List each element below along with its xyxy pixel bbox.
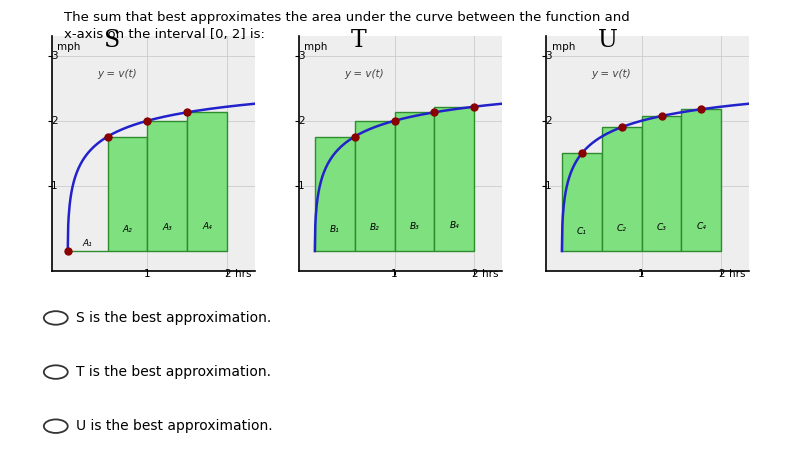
Text: hrs: hrs bbox=[728, 269, 745, 279]
Text: 2: 2 bbox=[51, 116, 57, 126]
Text: hrs: hrs bbox=[481, 269, 498, 279]
Text: B₃: B₃ bbox=[410, 222, 419, 231]
Text: y = v(t): y = v(t) bbox=[97, 69, 137, 78]
Text: 3: 3 bbox=[51, 51, 57, 60]
Text: T: T bbox=[351, 29, 367, 52]
Text: 2: 2 bbox=[471, 269, 477, 279]
Bar bbox=[315, 137, 355, 251]
Text: S: S bbox=[104, 29, 120, 52]
Text: C₂: C₂ bbox=[617, 224, 626, 233]
Bar bbox=[434, 107, 474, 251]
Bar bbox=[602, 127, 642, 251]
Text: A₂: A₂ bbox=[123, 225, 132, 234]
Text: 1: 1 bbox=[51, 181, 57, 191]
Bar bbox=[642, 116, 681, 251]
Text: 3: 3 bbox=[545, 51, 552, 60]
Text: T is the best approximation.: T is the best approximation. bbox=[76, 365, 271, 379]
Text: The sum that best approximates the area under the curve between the function and: The sum that best approximates the area … bbox=[64, 11, 630, 41]
Bar bbox=[187, 112, 227, 251]
Text: mph: mph bbox=[304, 42, 328, 52]
Text: 2: 2 bbox=[545, 116, 552, 126]
Text: B₁: B₁ bbox=[330, 225, 340, 234]
Text: 1: 1 bbox=[545, 181, 552, 191]
Text: S is the best approximation.: S is the best approximation. bbox=[76, 311, 271, 325]
Text: C₃: C₃ bbox=[657, 223, 666, 232]
Text: A₃: A₃ bbox=[163, 223, 172, 232]
Text: 3: 3 bbox=[298, 51, 304, 60]
Text: hrs: hrs bbox=[234, 269, 251, 279]
Text: 1: 1 bbox=[638, 269, 645, 279]
Text: y = v(t): y = v(t) bbox=[591, 69, 631, 78]
Bar bbox=[355, 121, 395, 251]
Text: 2: 2 bbox=[224, 269, 230, 279]
Text: A₄: A₄ bbox=[202, 222, 212, 231]
Text: 2: 2 bbox=[718, 269, 724, 279]
Bar bbox=[395, 112, 434, 251]
Text: C₄: C₄ bbox=[697, 222, 706, 231]
Text: B₂: B₂ bbox=[370, 223, 379, 232]
Text: U is the best approximation.: U is the best approximation. bbox=[76, 419, 273, 433]
Text: mph: mph bbox=[552, 42, 575, 52]
Text: y = v(t): y = v(t) bbox=[344, 69, 384, 78]
Text: 2: 2 bbox=[298, 116, 304, 126]
Text: mph: mph bbox=[57, 42, 80, 52]
Text: 1: 1 bbox=[298, 181, 304, 191]
Text: 1: 1 bbox=[391, 269, 398, 279]
Bar bbox=[681, 109, 721, 251]
Text: 1: 1 bbox=[144, 269, 151, 279]
Text: B₄: B₄ bbox=[450, 221, 459, 230]
Text: U: U bbox=[598, 29, 618, 52]
Text: A₁: A₁ bbox=[83, 239, 92, 248]
Bar bbox=[108, 137, 147, 251]
Text: C₁: C₁ bbox=[577, 227, 587, 236]
Bar bbox=[562, 153, 602, 251]
Bar bbox=[147, 121, 187, 251]
